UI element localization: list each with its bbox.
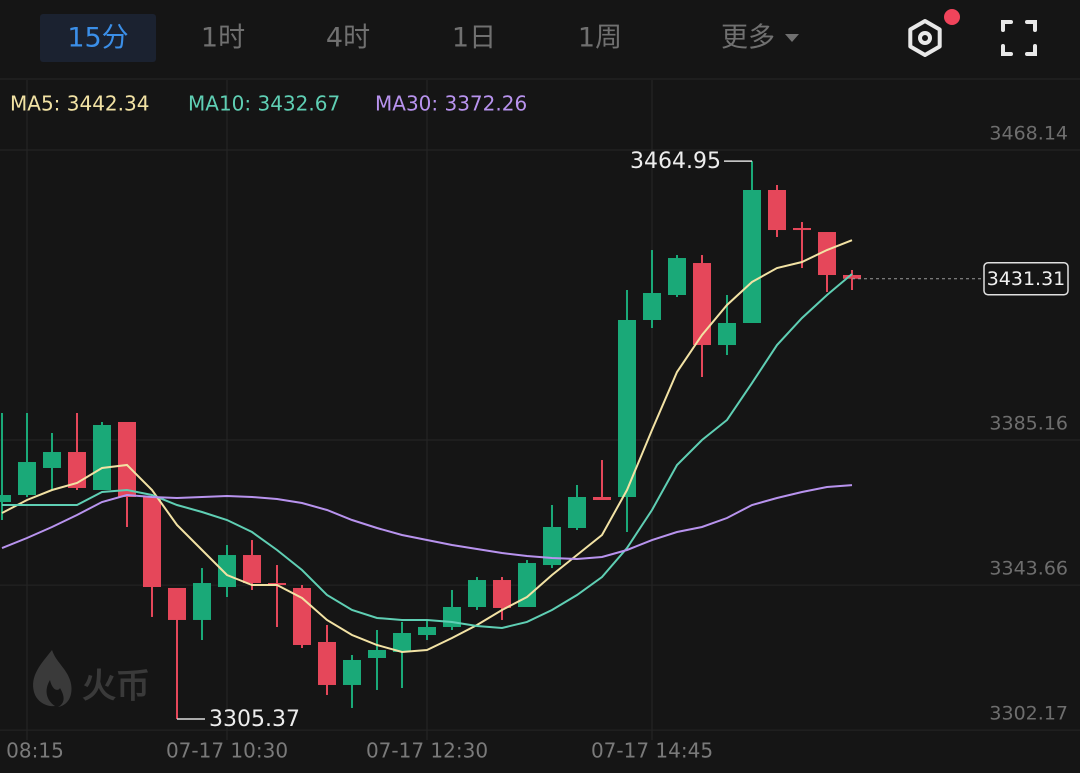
timeframe-tab[interactable]: 1时 <box>201 23 245 54</box>
candle-body <box>568 497 586 529</box>
legend-entry: MA30: 3372.26 <box>375 92 527 116</box>
candle-body <box>243 555 261 584</box>
candle-body <box>318 641 336 685</box>
last-price-box <box>983 261 1069 296</box>
y-tick-label: 3468.14 <box>989 123 1068 145</box>
candle-body <box>118 421 136 498</box>
watermark-flame <box>33 650 72 707</box>
candle-body <box>193 583 211 620</box>
watermark-text: 火币 <box>82 667 150 707</box>
candle-body <box>68 452 86 488</box>
candle-body <box>93 424 111 491</box>
candle-body <box>418 626 436 635</box>
timeframe-tab[interactable]: 更多 <box>721 23 775 54</box>
x-tick-label: 07-17 14:45 <box>591 739 713 763</box>
candle-body <box>293 587 311 645</box>
more-arrow <box>785 34 799 42</box>
timeframe-tab[interactable]: 1周 <box>578 23 622 54</box>
y-tick-label: 3343.66 <box>989 558 1068 580</box>
x-tick-label: 07-17 12:30 <box>366 739 488 763</box>
ma-line <box>1 484 853 561</box>
active-tab-bg <box>40 14 156 62</box>
y-tick-label: 3385.16 <box>989 413 1068 435</box>
legend-entry: MA5: 3442.34 <box>10 92 149 116</box>
ma-line <box>2 273 853 629</box>
max-label: 3464.95 <box>630 149 721 174</box>
candle-body <box>543 526 561 566</box>
candle-body <box>668 258 686 296</box>
last-price-label: 3431.31 <box>987 268 1066 290</box>
timeframe-tab[interactable]: 4时 <box>326 23 370 54</box>
candle-body <box>793 227 811 231</box>
x-tick-label: 08:15 <box>6 739 64 763</box>
fullscreen-corners <box>1001 20 1037 56</box>
candle-body <box>743 190 761 323</box>
settings-icon[interactable] <box>908 9 960 57</box>
watermark-logo <box>33 650 72 707</box>
candle-body <box>393 633 411 652</box>
candle-body <box>693 263 711 346</box>
candle-body <box>493 580 511 608</box>
candle-body <box>818 232 836 276</box>
candle-body <box>368 649 386 658</box>
settings-hole <box>918 31 932 45</box>
candle-body <box>593 497 611 501</box>
candle-body <box>618 319 636 498</box>
min-label: 3305.37 <box>209 707 300 732</box>
candle-body <box>718 322 736 346</box>
candle-body <box>843 275 861 279</box>
candle-body <box>0 495 11 502</box>
legend-entry: MA10: 3432.67 <box>188 92 340 116</box>
plot: 3468.14 3385.16 3343.66 3302.17 08:15 07-17 1… <box>0 80 1080 763</box>
candle-body <box>43 452 61 468</box>
candle-body <box>343 659 361 685</box>
notification-dot <box>944 9 960 25</box>
candle-body <box>143 497 161 588</box>
candle-body <box>443 607 461 627</box>
settings-hex <box>908 19 942 57</box>
timeframe-tab[interactable]: 1日 <box>452 23 496 54</box>
candle-body <box>768 190 786 231</box>
candle-body <box>518 563 536 608</box>
y-tick-label: 3302.17 <box>989 703 1068 725</box>
candle-body <box>168 587 186 620</box>
ma-line <box>1 239 853 653</box>
candle-body <box>643 293 661 320</box>
x-tick-label: 07-17 10:30 <box>166 739 288 763</box>
fullscreen-icon[interactable] <box>1001 20 1037 56</box>
candle-body <box>18 462 36 496</box>
candle-body <box>218 555 236 588</box>
timeframe-tab[interactable]: 15分 <box>67 23 128 54</box>
candle-body <box>468 580 486 608</box>
